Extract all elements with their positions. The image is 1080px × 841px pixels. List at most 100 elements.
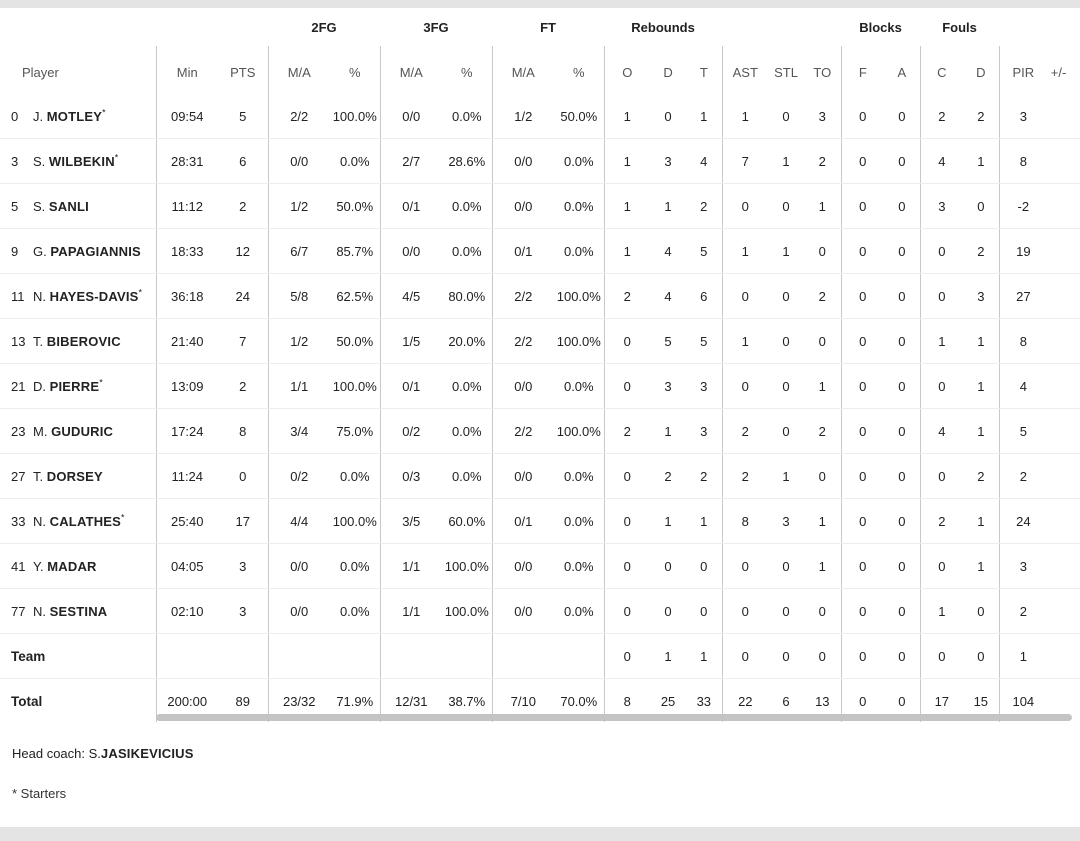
cell-pir: 4 [998, 363, 1048, 409]
cell-reb-t: 2 [686, 453, 723, 499]
cell-reb-o: 1 [603, 228, 651, 274]
cell-stl: 1 [768, 228, 805, 274]
cell-spacer [1070, 453, 1080, 499]
col-ft-pct[interactable]: % [573, 64, 585, 80]
cell-ft-pct [554, 633, 605, 679]
player-name-link[interactable]: DORSEY [46, 468, 103, 484]
cell-ast: 0 [721, 183, 769, 229]
cell-to: 0 [804, 228, 842, 274]
player-name-link[interactable]: PIERRE [49, 378, 100, 394]
col-plus-minus[interactable]: +/- [1050, 64, 1067, 80]
player-name-link[interactable]: CALATHES [49, 513, 122, 529]
col-foul-d[interactable]: D [976, 64, 986, 80]
cell-reb-o: 0 [603, 588, 651, 634]
cell-spacer [1070, 363, 1080, 409]
cell-blk-f: 0 [840, 94, 885, 139]
cell-plus-minus [1047, 228, 1071, 274]
cell-pir: 2 [998, 588, 1048, 634]
cell-2fg-pct: 85.7% [330, 228, 381, 274]
cell-spacer [1070, 588, 1080, 634]
col-3fg-pct[interactable]: % [460, 64, 473, 80]
col-foul-c[interactable]: C [919, 46, 964, 94]
cell-reb-d: 2 [650, 453, 687, 499]
cell-3fg-pct: 80.0% [442, 273, 493, 319]
head-coach-label: Head coach: [12, 746, 85, 761]
player-row: 23 M. GUDURIC 17:24 8 3/4 75.0% 0/2 0.0% 2/2 100.… [0, 408, 1080, 454]
cell-pir: 19 [998, 228, 1048, 274]
cell-3fg-ma: 0/3 [379, 453, 443, 499]
col-to[interactable]: TO [813, 64, 832, 80]
cell-ast: 1 [721, 94, 769, 139]
col-ast[interactable]: AST [721, 46, 769, 94]
cell-2fg-ma: 6/7 [267, 228, 330, 274]
cell-min: 21:40 [155, 318, 218, 364]
cell-foul-c: 2 [919, 498, 964, 544]
col-player[interactable]: Player [22, 64, 59, 80]
col-2fg-pct[interactable]: % [348, 64, 361, 80]
cell-2fg-pct: 0.0% [330, 588, 381, 634]
col-reb-d[interactable]: D [663, 64, 673, 80]
player-name-link[interactable]: HAYES-DAVIS [49, 288, 139, 304]
cell-3fg-pct: 0.0% [442, 228, 493, 274]
cell-reb-t: 3 [686, 363, 723, 409]
total-label: Total [11, 693, 43, 709]
player-row: 9 G. PAPAGIANNIS 18:33 12 6/7 85.7% 0/0 0.0% 0/1… [0, 228, 1080, 274]
cell-pir: 1 [998, 633, 1048, 679]
col-3fg-ma[interactable]: M/A [379, 46, 443, 94]
cell-pir: 3 [998, 94, 1048, 139]
cell-ft-ma: 0/1 [491, 228, 555, 274]
cell-foul-d: 0 [963, 183, 1000, 229]
cell-pts: 2 [218, 363, 268, 409]
cell-reb-t: 4 [686, 138, 723, 184]
col-pir[interactable]: PIR [998, 46, 1048, 94]
player-name-link[interactable]: MOTLEY [46, 108, 103, 124]
cell-reb-d: 0 [650, 588, 687, 634]
cell-blk-f: 0 [840, 543, 885, 589]
player-name-link[interactable]: SESTINA [49, 603, 108, 619]
horizontal-scrollbar[interactable] [156, 714, 1072, 721]
cell-foul-d: 1 [963, 543, 1000, 589]
cell-pts: 8 [218, 408, 268, 454]
cell-ast: 2 [721, 453, 769, 499]
cell-ast: 8 [721, 498, 769, 544]
cell-blk-f: 0 [840, 633, 885, 679]
col-2fg-ma[interactable]: M/A [267, 46, 330, 94]
cell-stl: 0 [768, 588, 805, 634]
cell-reb-o: 2 [603, 273, 651, 319]
cell-foul-d: 2 [963, 453, 1000, 499]
cell-reb-t: 5 [686, 318, 723, 364]
cell-reb-o: 1 [603, 138, 651, 184]
cell-2fg-pct: 0.0% [330, 138, 381, 184]
col-reb-t[interactable]: T [699, 64, 708, 80]
cell-pir: 5 [998, 408, 1048, 454]
player-cell: 13 T. BIBEROVIC [0, 318, 156, 364]
cell-foul-d: 2 [963, 228, 1000, 274]
col-ft-ma[interactable]: M/A [491, 46, 555, 94]
player-name-link[interactable]: MADAR [47, 558, 97, 574]
cell-2fg-ma: 1/1 [267, 363, 330, 409]
player-number: 13 [11, 333, 26, 349]
col-min[interactable]: Min [155, 46, 218, 94]
cell-reb-d: 3 [650, 363, 687, 409]
head-coach-name[interactable]: JASIKEVICIUS [100, 746, 194, 761]
player-name-link[interactable]: BIBEROVIC [46, 333, 121, 349]
player-name-link[interactable]: GUDURIC [51, 423, 114, 439]
player-name-link[interactable]: SANLI [48, 198, 89, 214]
col-pts[interactable]: PTS [230, 64, 256, 80]
col-reb-o[interactable]: O [603, 46, 651, 94]
boxscore-table-container[interactable]: 2FG 3FG FT Rebounds Blocks Fouls Player … [0, 8, 1080, 722]
cell-foul-c: 3 [919, 183, 964, 229]
player-cell: 27 T. DORSEY [0, 453, 156, 499]
cell-3fg-ma: 0/1 [379, 363, 443, 409]
cell-min: 13:09 [155, 363, 218, 409]
col-blk-a[interactable]: A [897, 64, 907, 80]
col-stl[interactable]: STL [774, 64, 798, 80]
cell-ft-ma: 0/0 [491, 138, 555, 184]
cell-to: 2 [804, 273, 842, 319]
cell-reb-d: 1 [650, 498, 687, 544]
player-cell: 21 D. PIERRE* [0, 363, 156, 409]
col-blk-f[interactable]: F [840, 46, 885, 94]
player-name-link[interactable]: PAPAGIANNIS [50, 243, 141, 259]
cell-2fg-ma: 4/4 [267, 498, 330, 544]
player-name-link[interactable]: WILBEKIN [48, 153, 115, 169]
